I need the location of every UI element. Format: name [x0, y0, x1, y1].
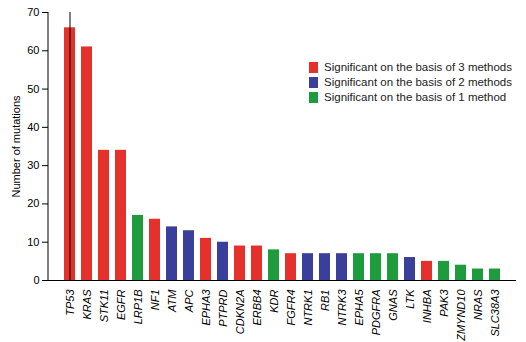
svg-text:STK11: STK11: [98, 290, 110, 323]
html-text:Significant on the basis of 2: Significant on the basis of 2 methods: [324, 76, 512, 88]
svg-text:RB1: RB1: [319, 290, 331, 311]
svg-text:PTPRD: PTPRD: [217, 289, 229, 326]
svg-text:NTRK1: NTRK1: [302, 290, 314, 326]
svg-text:50: 50: [27, 83, 39, 95]
svg-text:SLC38A3: SLC38A3: [489, 289, 501, 337]
svg-text:NRAS: NRAS: [472, 289, 484, 320]
svg-text:EPHA5: EPHA5: [353, 289, 365, 326]
svg-text:ZMYND10: ZMYND10: [455, 289, 467, 342]
svg-text:CDKN2A: CDKN2A: [234, 290, 246, 335]
svg-text:GNAS: GNAS: [387, 289, 399, 321]
svg-text:APC: APC: [183, 289, 195, 313]
svg-text:60: 60: [27, 44, 39, 56]
svg-text:20: 20: [27, 197, 39, 209]
svg-text:TP53: TP53: [64, 289, 76, 316]
svg-text:40: 40: [27, 121, 39, 133]
svg-text:10: 10: [27, 236, 39, 248]
svg-text:LTK: LTK: [404, 289, 416, 309]
svg-text:KDR: KDR: [268, 289, 280, 312]
svg-text:ATM: ATM: [166, 289, 178, 313]
svg-text:LRP1B: LRP1B: [132, 290, 144, 325]
svg-text:FGFR4: FGFR4: [285, 290, 297, 326]
svg-text:30: 30: [27, 159, 39, 171]
svg-text:KRAS: KRAS: [81, 289, 93, 320]
svg-text:NTRK3: NTRK3: [336, 289, 348, 326]
svg-text:PDGFRA: PDGFRA: [370, 290, 382, 336]
svg-text:ERBB4: ERBB4: [251, 290, 263, 326]
svg-text:EGFR: EGFR: [115, 289, 127, 320]
html-text:Significant on the basis of 3: Significant on the basis of 3 methods: [324, 61, 512, 73]
svg-text:NF1: NF1: [149, 290, 161, 311]
html-text:Significant on the basis of 1: Significant on the basis of 1 method: [324, 91, 507, 103]
svg-text:INHBA: INHBA: [421, 290, 433, 324]
svg-text:70: 70: [27, 6, 39, 18]
svg-text:EPHA3: EPHA3: [200, 289, 212, 326]
svg-text:Number of mutations: Number of mutations: [10, 95, 22, 198]
svg-text:0: 0: [33, 274, 39, 286]
svg-text:PAK3: PAK3: [438, 289, 450, 317]
